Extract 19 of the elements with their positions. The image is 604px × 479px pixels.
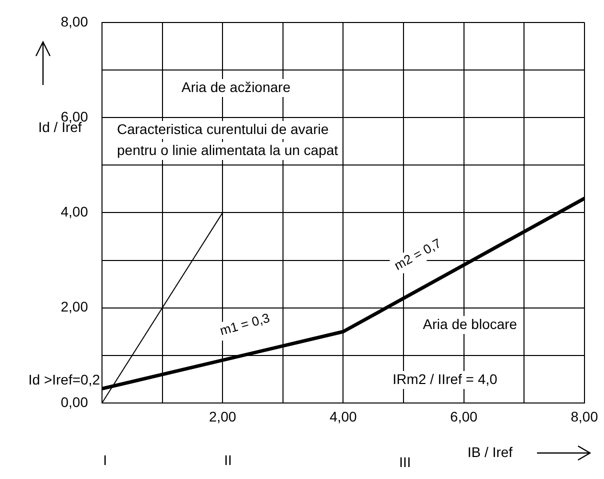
annotation: m1 = 0,3: [218, 310, 272, 338]
annotation: Aria de acžionare: [182, 78, 291, 95]
y-tick-label: 0,00: [60, 394, 88, 410]
y-tick-label: 8,00: [60, 13, 88, 30]
text: III: [399, 454, 411, 470]
x-tick-label: 2,00: [208, 408, 236, 424]
x-tick-label: 6,00: [450, 408, 478, 424]
annotation: Caracteristica curentului de avarie pentru o linie alimentata la un capat: [117, 120, 338, 158]
annotation: Id >Iref=0,2: [28, 372, 100, 388]
y-tick-label: 4,00: [60, 204, 88, 220]
y-tick-label: 2,00: [60, 298, 88, 315]
x-axis-title: IB / Iref: [467, 444, 513, 460]
annotation: IRm2 / IIref = 4,0: [392, 370, 498, 387]
x-tick-label: 8,00: [570, 408, 598, 424]
annotation: Aria de blocare: [422, 316, 518, 332]
text: I: [103, 452, 107, 468]
text: II: [224, 452, 232, 468]
x-tick-label: 4,00: [330, 408, 358, 424]
annotation: m2 = 0,7: [392, 235, 444, 273]
